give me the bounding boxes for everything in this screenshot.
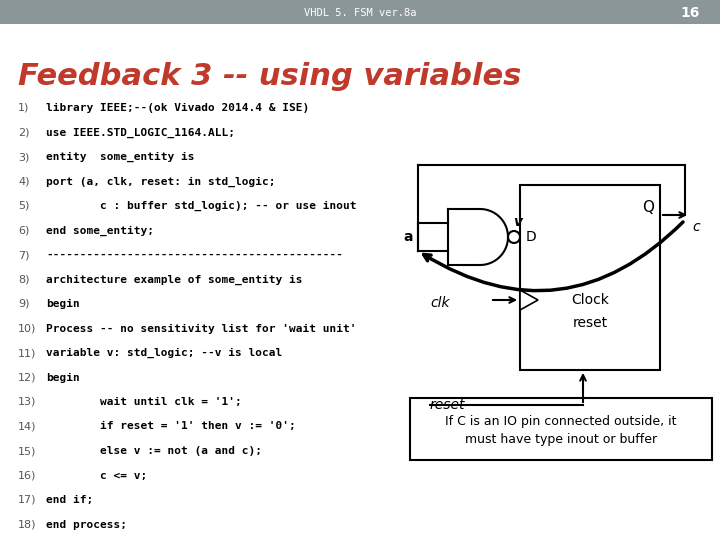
Text: 15): 15) [18,446,37,456]
Text: clk: clk [430,296,449,310]
Text: 4): 4) [18,177,30,186]
Text: Process -- no sensitivity list for 'wait unit': Process -- no sensitivity list for 'wait… [46,323,356,334]
Text: D: D [526,230,536,244]
Text: 10): 10) [18,323,37,334]
Text: VHDL 5. FSM ver.8a: VHDL 5. FSM ver.8a [304,8,416,18]
Text: begin: begin [46,299,80,309]
Text: c: c [692,220,700,234]
Text: else v := not (a and c);: else v := not (a and c); [46,446,262,456]
Text: library IEEE;--(ok Vivado 2014.4 & ISE): library IEEE;--(ok Vivado 2014.4 & ISE) [46,103,310,113]
Text: 8): 8) [18,274,30,285]
Text: 16): 16) [18,470,37,481]
Text: c : buffer std_logic); -- or use inout: c : buffer std_logic); -- or use inout [46,201,356,211]
Text: 16: 16 [680,6,700,20]
Text: use IEEE.STD_LOGIC_1164.ALL;: use IEEE.STD_LOGIC_1164.ALL; [46,127,235,138]
Text: --------------------------------------------: ----------------------------------------… [46,250,343,260]
FancyArrowPatch shape [423,222,683,291]
Text: architecture example of some_entity is: architecture example of some_entity is [46,274,302,285]
Text: 5): 5) [18,201,30,211]
Text: variable v: std_logic; --v is local: variable v: std_logic; --v is local [46,348,282,358]
Text: 7): 7) [18,250,30,260]
Text: Feedback 3 -- using variables: Feedback 3 -- using variables [18,62,521,91]
Bar [0,0,720,24]
Text: end process;: end process; [46,519,127,530]
Bar [520,185,660,370]
Text: 1): 1) [18,103,30,113]
Text: 13): 13) [18,397,37,407]
Text: Q: Q [642,199,654,214]
Text: 12): 12) [18,373,37,382]
Text: if reset = '1' then v := '0';: if reset = '1' then v := '0'; [46,422,296,431]
Text: 3): 3) [18,152,30,162]
Text: entity  some_entity is: entity some_entity is [46,152,194,162]
Text: 18): 18) [18,519,37,530]
Text: a: a [403,230,413,244]
Text: reset: reset [572,316,608,330]
Circle shape [508,231,520,243]
Text: begin: begin [46,373,80,382]
Text: port (a, clk, reset: in std_logic;: port (a, clk, reset: in std_logic; [46,177,276,187]
Text: 2): 2) [18,127,30,138]
Text: v: v [513,215,523,229]
Text: end if;: end if; [46,495,94,505]
Polygon shape [520,290,538,310]
Text: If C is an IO pin connected outside, it: If C is an IO pin connected outside, it [445,415,677,428]
Text: wait until clk = '1';: wait until clk = '1'; [46,397,242,407]
Text: 14): 14) [18,422,37,431]
Text: reset: reset [430,398,466,412]
Text: 6): 6) [18,226,30,235]
Text: 17): 17) [18,495,37,505]
Text: must have type inout or buffer: must have type inout or buffer [465,433,657,446]
Text: c <= v;: c <= v; [46,470,148,481]
Text: 9): 9) [18,299,30,309]
Text: 11): 11) [18,348,37,358]
Text: Clock: Clock [571,293,609,307]
Text: end some_entity;: end some_entity; [46,226,154,236]
Bar [410,398,712,460]
